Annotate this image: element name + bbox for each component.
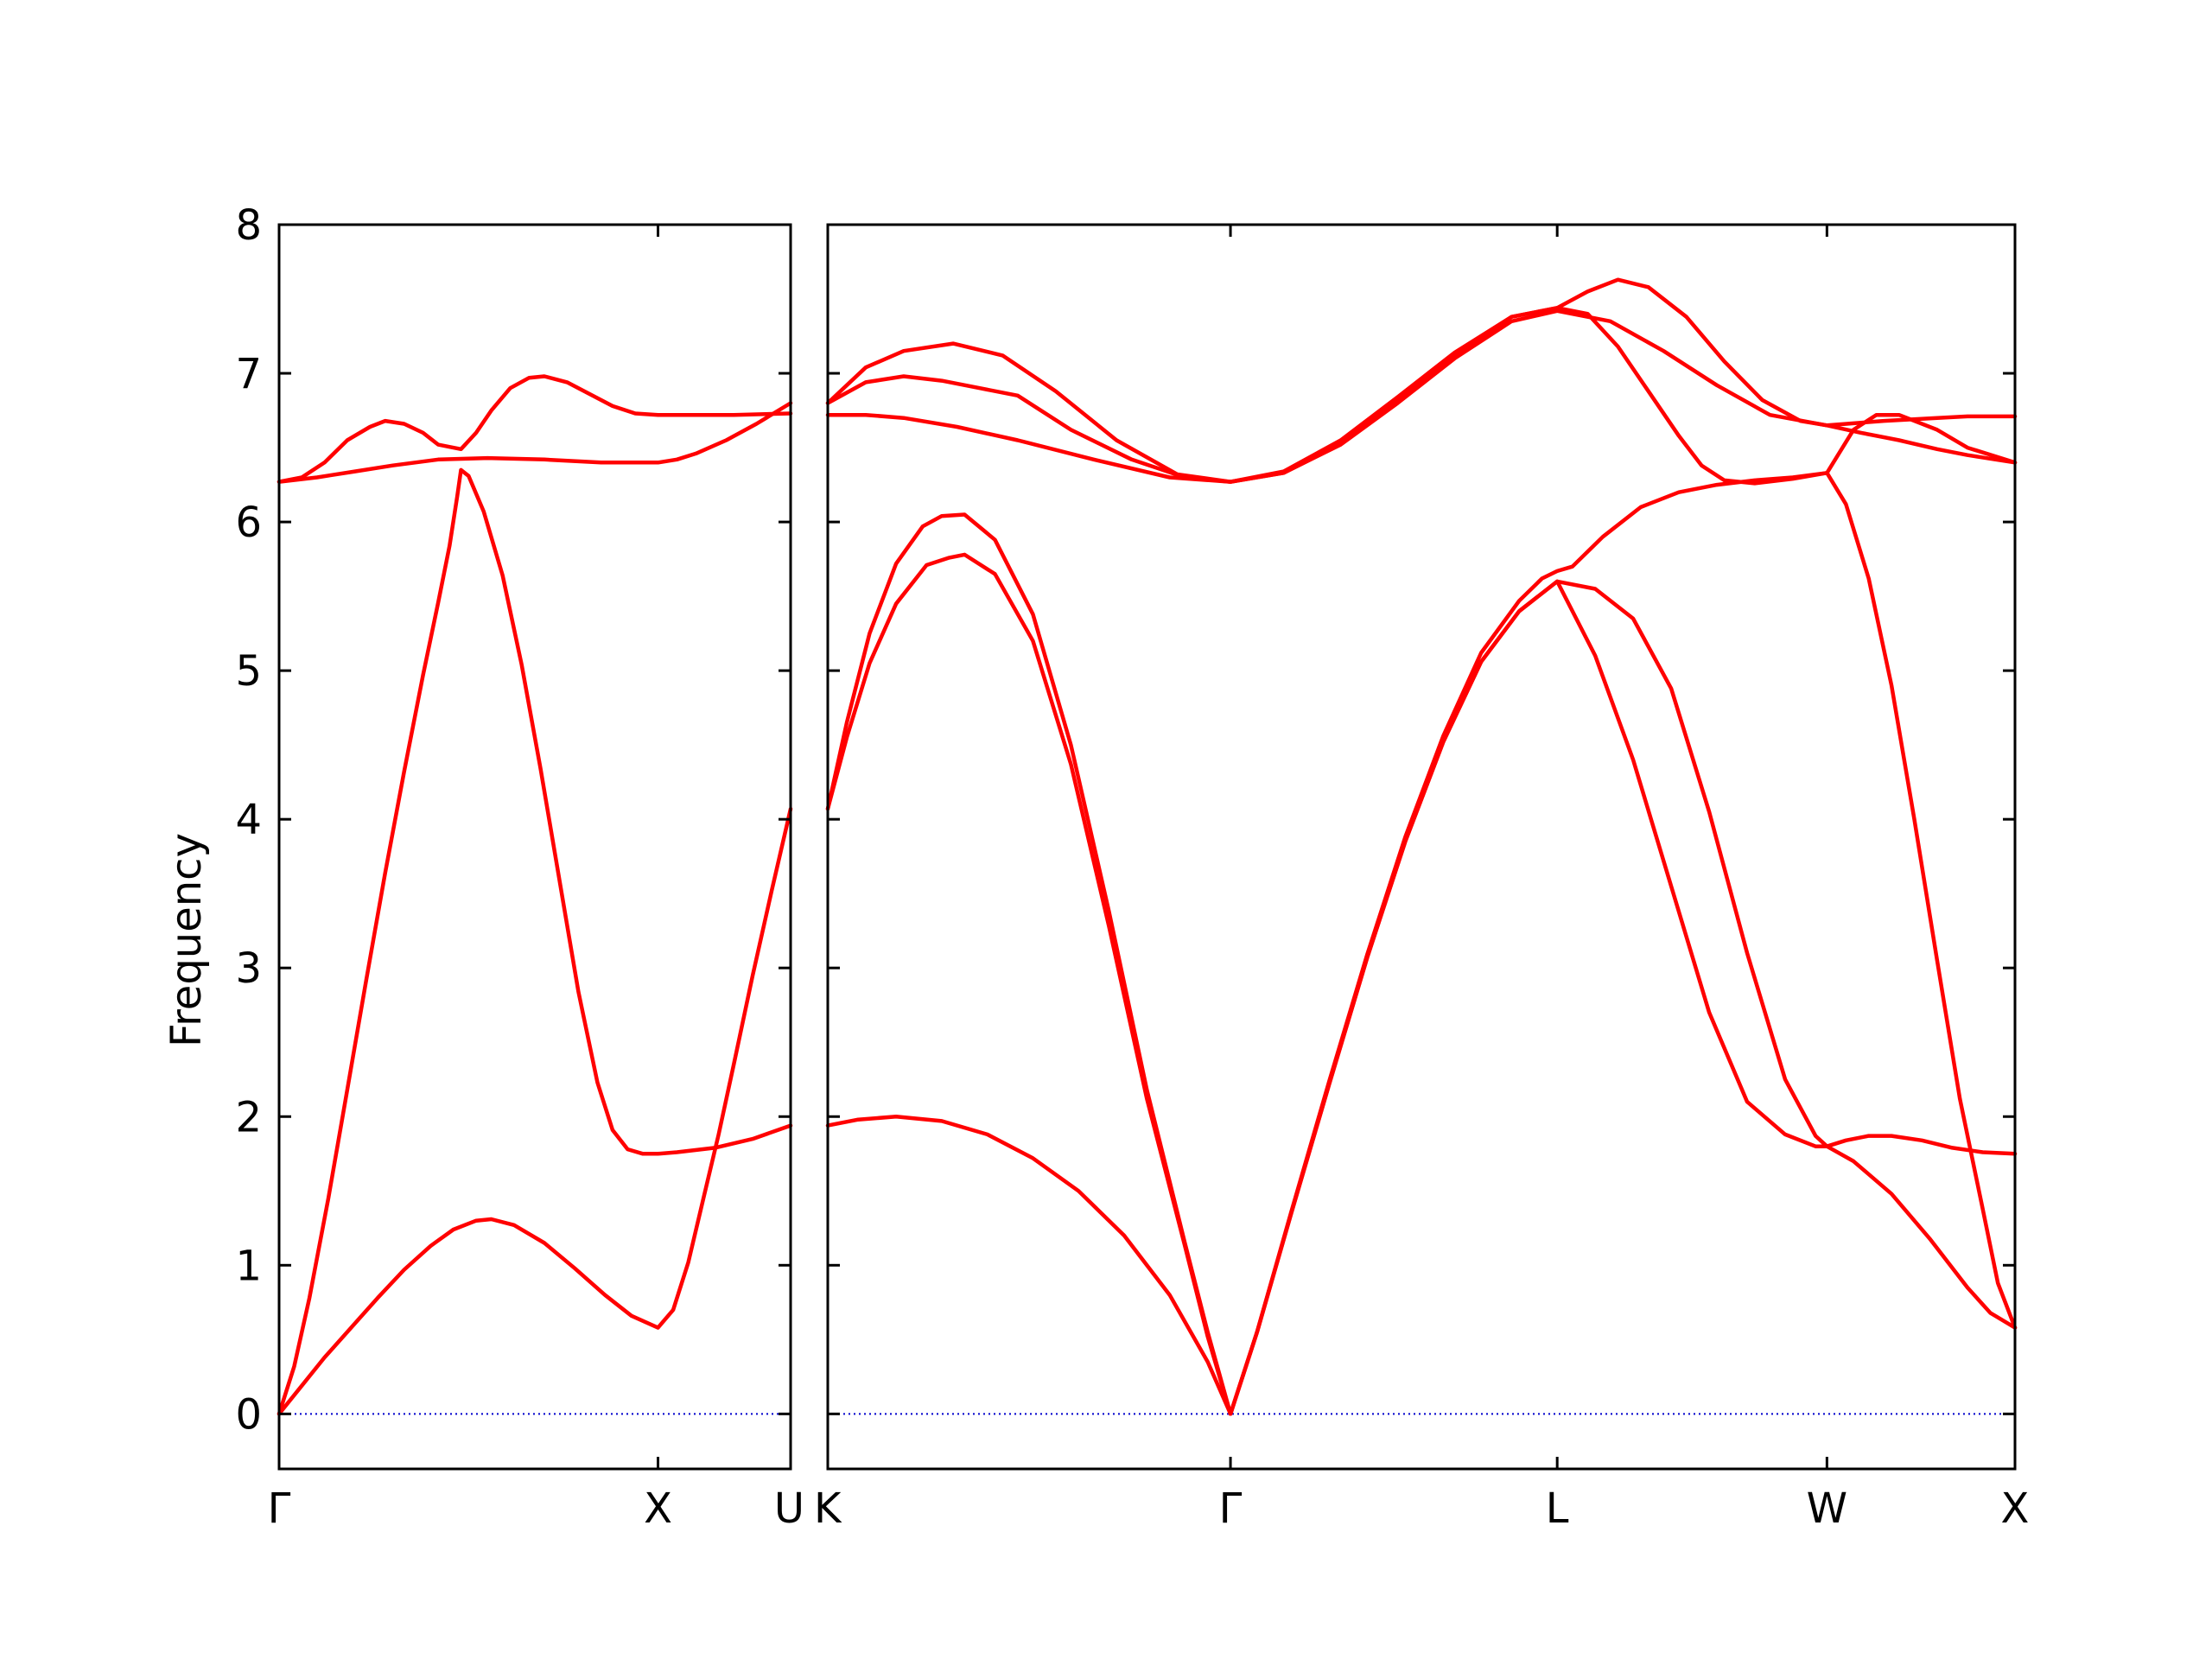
y-tick-label: 8 xyxy=(235,201,262,250)
band-line-6 xyxy=(1228,471,2018,1416)
plot-frame xyxy=(277,223,792,1471)
left-panel: 0 1 2 3 4 5 6 7 8 Γ X U xyxy=(235,201,804,1533)
band-line-1 xyxy=(825,1115,1233,1416)
y-tick-label: 3 xyxy=(235,944,262,993)
y-tick-label: 7 xyxy=(235,350,262,398)
band-line-9 xyxy=(825,306,2018,486)
x-tick-label: Γ xyxy=(268,1484,291,1533)
y-tick-label: 6 xyxy=(235,499,262,547)
band-line-3 xyxy=(825,512,1233,1416)
y-tick-label: 4 xyxy=(235,796,262,844)
band-line-2 xyxy=(276,467,793,1416)
x-tick-label: W xyxy=(1807,1484,1847,1533)
y-tick-label: 1 xyxy=(235,1242,262,1290)
band-line-4 xyxy=(1228,579,2018,1416)
y-tick-label: 2 xyxy=(235,1093,262,1141)
x-tick-label: K xyxy=(814,1484,842,1533)
x-tick-label: U xyxy=(774,1484,804,1533)
band-line-3 xyxy=(276,401,793,484)
band-line-1 xyxy=(276,806,793,1416)
band-line-8 xyxy=(825,308,2018,484)
x-tick-label: L xyxy=(1546,1484,1569,1533)
band-line-5 xyxy=(1228,579,1829,1416)
band-line-7 xyxy=(1825,1134,2018,1156)
y-tick-label: 5 xyxy=(235,647,262,696)
band-line-10 xyxy=(825,277,2018,484)
x-tick-label: X xyxy=(2001,1484,2030,1533)
x-tick-label: X xyxy=(644,1484,672,1533)
band-line-2 xyxy=(825,552,1233,1416)
y-tick-label: 0 xyxy=(235,1390,262,1439)
x-tick-label: Γ xyxy=(1219,1484,1243,1533)
band-line-4 xyxy=(276,374,793,484)
y-axis-label: Frequency xyxy=(162,833,211,1047)
plot-frame xyxy=(826,223,2017,1471)
